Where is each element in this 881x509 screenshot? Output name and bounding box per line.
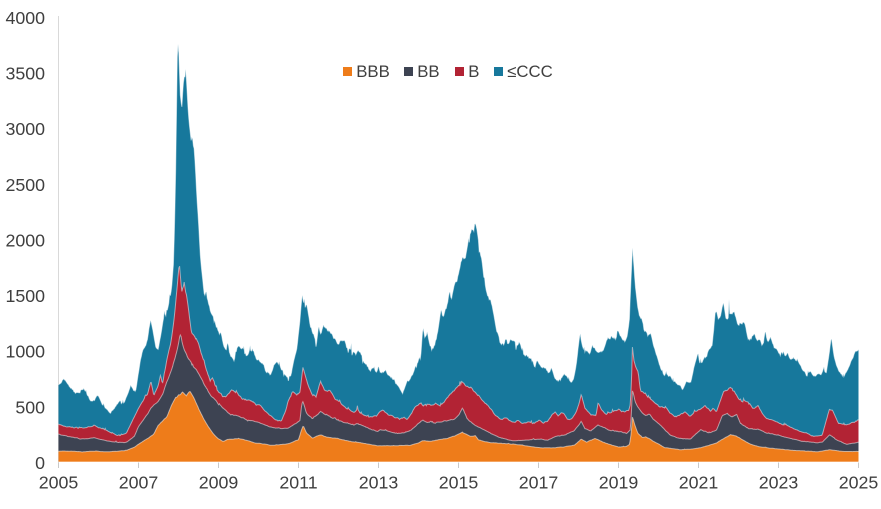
- svg-text:0: 0: [35, 453, 45, 473]
- svg-text:2021: 2021: [679, 472, 719, 492]
- svg-text:2500: 2500: [5, 175, 45, 195]
- svg-text:1500: 1500: [5, 286, 45, 306]
- svg-text:2015: 2015: [439, 472, 479, 492]
- svg-text:1000: 1000: [5, 342, 45, 362]
- svg-text:2007: 2007: [119, 472, 159, 492]
- svg-text:3000: 3000: [5, 119, 45, 139]
- svg-text:BB: BB: [417, 62, 439, 81]
- svg-text:2011: 2011: [279, 472, 317, 492]
- svg-text:2025: 2025: [839, 472, 879, 492]
- svg-text:3500: 3500: [5, 64, 45, 84]
- svg-text:2019: 2019: [599, 472, 639, 492]
- svg-text:≤CCC: ≤CCC: [507, 62, 553, 81]
- svg-text:2023: 2023: [759, 472, 799, 492]
- svg-text:B: B: [468, 62, 479, 81]
- svg-text:4000: 4000: [5, 8, 45, 28]
- svg-text:2005: 2005: [39, 472, 79, 492]
- svg-text:2000: 2000: [5, 230, 45, 250]
- svg-text:2013: 2013: [359, 472, 399, 492]
- svg-text:BBB: BBB: [356, 62, 390, 81]
- svg-text:500: 500: [15, 397, 45, 417]
- svg-text:2009: 2009: [199, 472, 239, 492]
- svg-text:2017: 2017: [519, 472, 559, 492]
